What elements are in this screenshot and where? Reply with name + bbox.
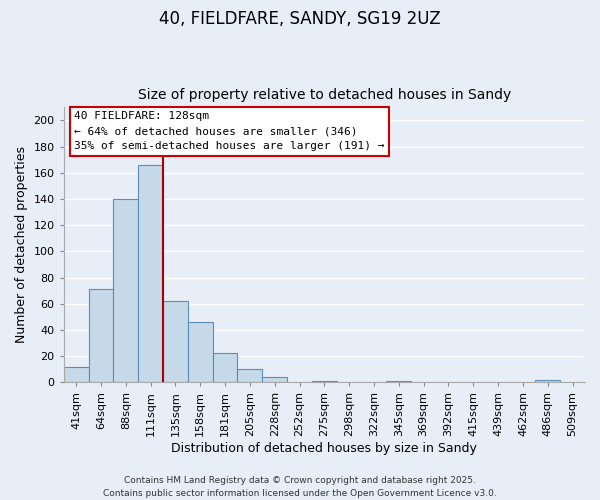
Bar xyxy=(113,199,138,382)
Bar xyxy=(312,381,337,382)
Bar xyxy=(163,301,188,382)
Y-axis label: Number of detached properties: Number of detached properties xyxy=(15,146,28,344)
Bar xyxy=(238,369,262,382)
Bar xyxy=(535,380,560,382)
Text: Contains HM Land Registry data © Crown copyright and database right 2025.
Contai: Contains HM Land Registry data © Crown c… xyxy=(103,476,497,498)
Bar xyxy=(64,366,89,382)
Bar xyxy=(89,290,113,382)
Bar xyxy=(386,381,411,382)
Text: 40, FIELDFARE, SANDY, SG19 2UZ: 40, FIELDFARE, SANDY, SG19 2UZ xyxy=(159,10,441,28)
Bar xyxy=(212,354,238,382)
Title: Size of property relative to detached houses in Sandy: Size of property relative to detached ho… xyxy=(138,88,511,102)
Bar xyxy=(262,377,287,382)
Bar xyxy=(138,165,163,382)
Text: 40 FIELDFARE: 128sqm
← 64% of detached houses are smaller (346)
35% of semi-deta: 40 FIELDFARE: 128sqm ← 64% of detached h… xyxy=(74,112,385,151)
Bar xyxy=(188,322,212,382)
X-axis label: Distribution of detached houses by size in Sandy: Distribution of detached houses by size … xyxy=(172,442,477,455)
